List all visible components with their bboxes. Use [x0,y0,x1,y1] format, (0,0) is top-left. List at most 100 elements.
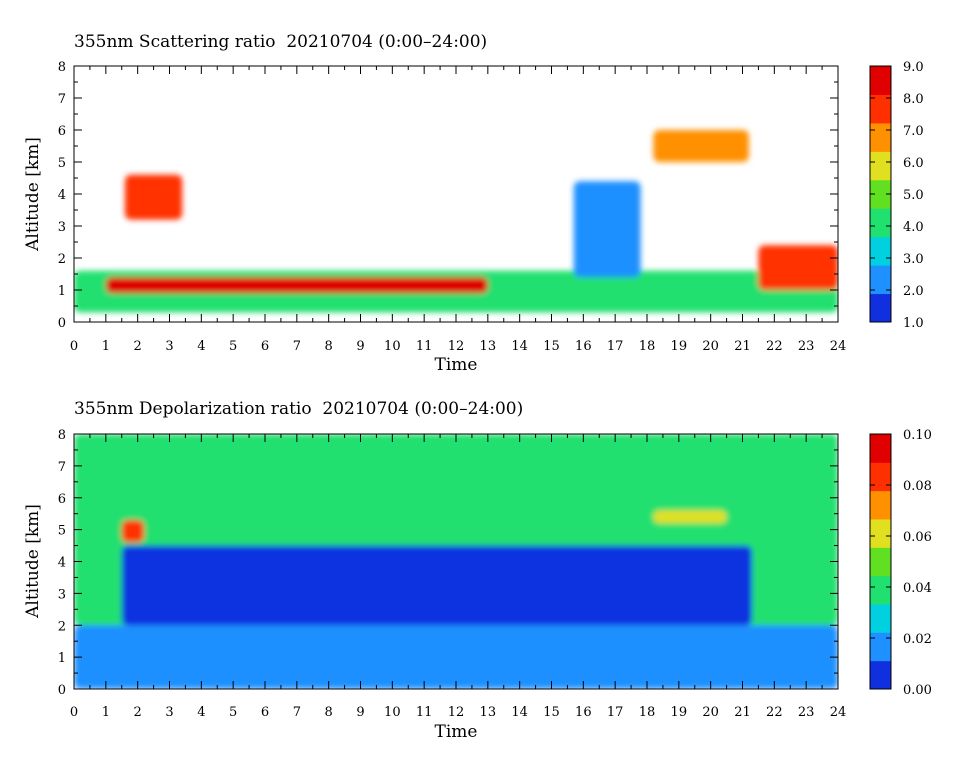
colorbar-segment-1-2 [870,604,891,633]
y-tick-label-0-2: 2 [58,252,66,267]
x-tick-label-0-20: 20 [702,339,719,354]
colorbar-frame-1 [869,433,892,690]
heatmap-region-1-3 [121,520,145,543]
y-tick-label-1-0: 0 [58,683,66,698]
y-tick-label-1-2: 2 [58,619,66,634]
x-tick-label-0-14: 14 [511,339,528,354]
x-tick-label-0-12: 12 [448,339,465,354]
colorbar-label-1-1: 0.02 [903,632,932,647]
colorbar-label-0-3: 4.0 [903,220,924,235]
y-tick-label-0-0: 0 [58,316,66,331]
x-tick-label-0-4: 4 [197,339,205,354]
colorbar-segment-1-8 [870,434,891,463]
colorbar-label-1-2: 0.04 [903,581,932,596]
heatmap-region-0-3 [573,181,641,278]
x-tick-label-1-21: 21 [734,705,751,720]
x-tick-label-1-10: 10 [384,705,401,720]
colorbar-segment-0-0 [870,293,891,323]
y-tick-label-1-3: 3 [58,587,66,602]
y-axis-label-0: Altitude [km] [23,137,43,252]
x-tick-label-0-6: 6 [261,339,269,354]
colorbar-segment-1-0 [870,660,891,690]
x-tick-label-1-23: 23 [798,705,815,720]
heatmap-region-1-1 [74,625,838,689]
x-tick-label-0-17: 17 [607,339,624,354]
x-tick-label-1-2: 2 [134,705,142,720]
colorbar-segment-1-6 [870,490,891,520]
x-tick-label-0-1: 1 [102,339,110,354]
y-tick-label-0-1: 1 [58,284,66,299]
colorbar-segment-1-1 [870,632,891,662]
heatmap-region-1-4 [653,510,727,524]
colorbar-segment-1-3 [870,575,891,605]
colorbar-segment-1-7 [870,462,891,492]
y-tick-label-1-4: 4 [58,556,66,571]
x-tick-label-0-8: 8 [325,339,333,354]
x-tick-label-0-0: 0 [70,339,78,354]
colorbar-segment-0-2 [870,236,891,266]
x-tick-label-0-10: 10 [384,339,401,354]
x-tick-label-1-13: 13 [480,705,497,720]
scattering-ratio-title: 355nm Scattering ratio 20210704 (0:00–24… [74,32,488,52]
x-tick-label-1-4: 4 [197,705,205,720]
x-tick-label-0-5: 5 [229,339,237,354]
y-tick-label-1-7: 7 [58,460,66,475]
colorbar-label-0-8: 9.0 [903,60,924,75]
x-tick-label-1-24: 24 [830,705,847,720]
colorbar-label-0-6: 7.0 [903,124,924,139]
x-tick-label-0-24: 24 [830,339,847,354]
x-tick-label-1-6: 6 [261,705,269,720]
heatmap-region-1-2 [121,545,753,626]
x-tick-label-0-7: 7 [293,339,301,354]
x-axis-label-0: Time [435,355,478,375]
y-tick-label-1-8: 8 [58,428,66,443]
y-axis-label-1: Altitude [km] [23,504,43,619]
x-tick-label-1-0: 0 [70,705,78,720]
colorbar-segment-0-3 [870,208,891,238]
x-tick-label-1-19: 19 [671,705,688,720]
x-tick-label-1-15: 15 [543,705,560,720]
x-tick-label-1-18: 18 [639,705,656,720]
heatmap-region-0-2 [124,174,183,220]
x-tick-label-0-9: 9 [356,339,364,354]
heatmap-region-0-5 [758,245,838,290]
heatmap-layer-0 [74,130,838,313]
heatmap-region-0-1 [105,277,488,294]
x-tick-label-1-12: 12 [448,705,465,720]
colorbar-segment-0-5 [870,151,891,181]
colorbar-label-0-5: 6.0 [903,156,924,171]
x-tick-label-1-7: 7 [293,705,301,720]
x-tick-label-0-21: 21 [734,339,751,354]
x-tick-label-0-2: 2 [134,339,142,354]
y-tick-label-1-6: 6 [58,492,66,507]
y-tick-label-0-8: 8 [58,60,66,75]
y-tick-label-0-5: 5 [58,156,66,171]
x-axis-label-1: Time [435,722,478,742]
colorbar-segment-1-5 [870,519,891,548]
x-tick-label-1-11: 11 [416,705,433,720]
colorbar-label-1-5: 0.10 [903,428,932,443]
x-tick-label-1-1: 1 [102,705,110,720]
y-tick-label-0-4: 4 [58,188,66,203]
x-tick-label-0-16: 16 [575,339,592,354]
y-tick-label-1-1: 1 [58,651,66,666]
colorbar-segment-0-4 [870,179,891,209]
x-tick-label-1-5: 5 [229,705,237,720]
colorbar-segment-1-4 [870,547,891,577]
colorbar-label-0-2: 3.0 [903,252,924,267]
x-tick-label-1-9: 9 [356,705,364,720]
colorbar-label-0-1: 2.0 [903,284,924,299]
x-tick-label-0-3: 3 [165,339,173,354]
colorbar-segment-0-8 [870,66,891,95]
colorbar-label-0-0: 1.0 [903,316,924,331]
x-tick-label-0-13: 13 [480,339,497,354]
x-tick-label-1-14: 14 [511,705,528,720]
colorbar-segment-0-1 [870,265,891,295]
x-tick-label-1-20: 20 [702,705,719,720]
x-tick-label-1-8: 8 [325,705,333,720]
x-tick-label-1-16: 16 [575,705,592,720]
colorbar-label-1-3: 0.06 [903,530,932,545]
colorbar-segment-0-7 [870,94,891,124]
x-tick-label-0-23: 23 [798,339,815,354]
